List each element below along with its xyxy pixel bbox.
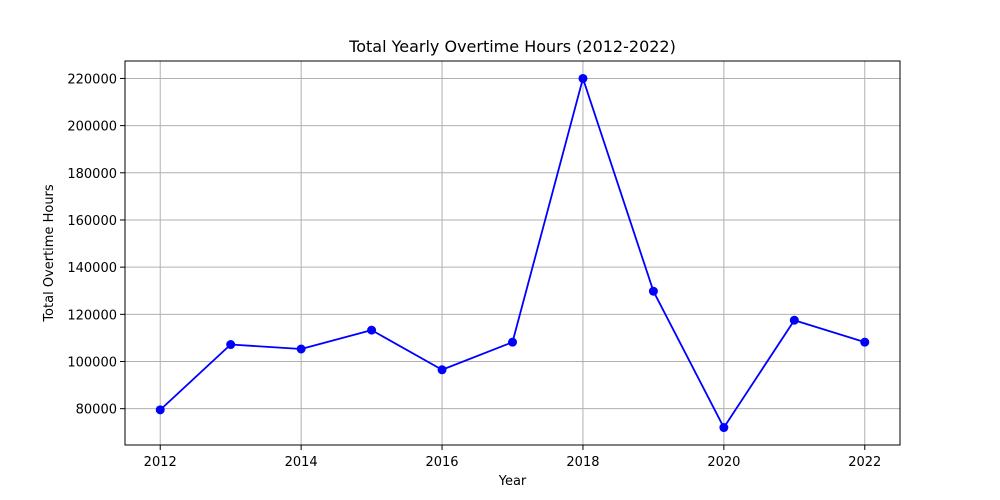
data-point — [367, 325, 377, 335]
data-point — [226, 340, 236, 350]
data-point — [860, 337, 870, 347]
y-axis-label: Total Overtime Hours — [42, 184, 57, 323]
data-point — [789, 315, 799, 325]
y-tick-label: 160000 — [67, 214, 117, 229]
y-tick-label: 140000 — [67, 261, 117, 276]
x-tick-label: 2022 — [848, 455, 881, 470]
data-point — [648, 286, 658, 296]
y-tick-label: 120000 — [67, 308, 117, 323]
axes-frame — [124, 60, 901, 446]
x-tick-label: 2020 — [707, 455, 740, 470]
data-point — [578, 73, 588, 83]
ticks: 2012 2014 2016 2018 2020 2022 80000 100000 12000… — [67, 72, 881, 470]
data-point — [719, 423, 729, 433]
y-tick-label: 180000 — [67, 167, 117, 182]
data-point — [155, 405, 165, 415]
x-tick-label: 2016 — [425, 455, 458, 470]
series-layer — [155, 73, 870, 433]
x-tick-label: 2012 — [144, 455, 177, 470]
data-point — [296, 344, 306, 354]
grid — [125, 61, 900, 445]
chart-title: Total Yearly Overtime Hours (2012-2022) — [348, 37, 676, 56]
x-tick-label: 2018 — [566, 455, 599, 470]
y-tick-label: 100000 — [67, 356, 117, 371]
x-axis-label: Year — [498, 474, 527, 489]
y-tick-label: 200000 — [67, 120, 117, 135]
data-point — [508, 337, 517, 347]
data-point — [437, 365, 447, 375]
y-tick-label: 220000 — [67, 72, 117, 87]
x-tick-label: 2014 — [285, 455, 318, 470]
y-tick-label: 80000 — [76, 403, 117, 418]
